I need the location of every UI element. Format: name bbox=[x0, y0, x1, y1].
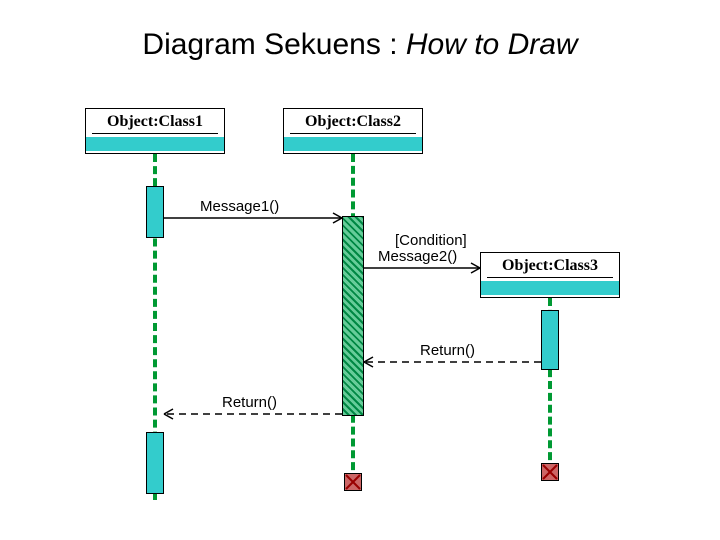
act-c2 bbox=[342, 216, 364, 416]
label-msg1: Message1() bbox=[200, 198, 279, 215]
object-class2-label: Object:Class2 bbox=[284, 109, 422, 133]
title-plain: Diagram Sekuens : bbox=[142, 28, 405, 61]
object-class1-label: Object:Class1 bbox=[86, 109, 224, 133]
destroy-c2 bbox=[344, 473, 362, 491]
object-class2: Object:Class2 bbox=[283, 108, 423, 154]
label-cond: [Condition] bbox=[395, 232, 467, 249]
object-class3-label: Object:Class3 bbox=[481, 253, 619, 277]
destroy-c3 bbox=[541, 463, 559, 481]
object-class3: Object:Class3 bbox=[480, 252, 620, 298]
page-title: Diagram Sekuens : How to Draw bbox=[0, 28, 720, 62]
label-msg2: Message2() bbox=[378, 248, 457, 265]
object-class1: Object:Class1 bbox=[85, 108, 225, 154]
diagram-canvas: Diagram Sekuens : How to Draw Object:Cla… bbox=[0, 0, 720, 540]
act-c1-b bbox=[146, 432, 164, 494]
act-c1-a bbox=[146, 186, 164, 238]
label-ret2: Return() bbox=[222, 394, 277, 411]
title-italic: How to Draw bbox=[406, 28, 578, 61]
label-ret1: Return() bbox=[420, 342, 475, 359]
act-c3 bbox=[541, 310, 559, 370]
